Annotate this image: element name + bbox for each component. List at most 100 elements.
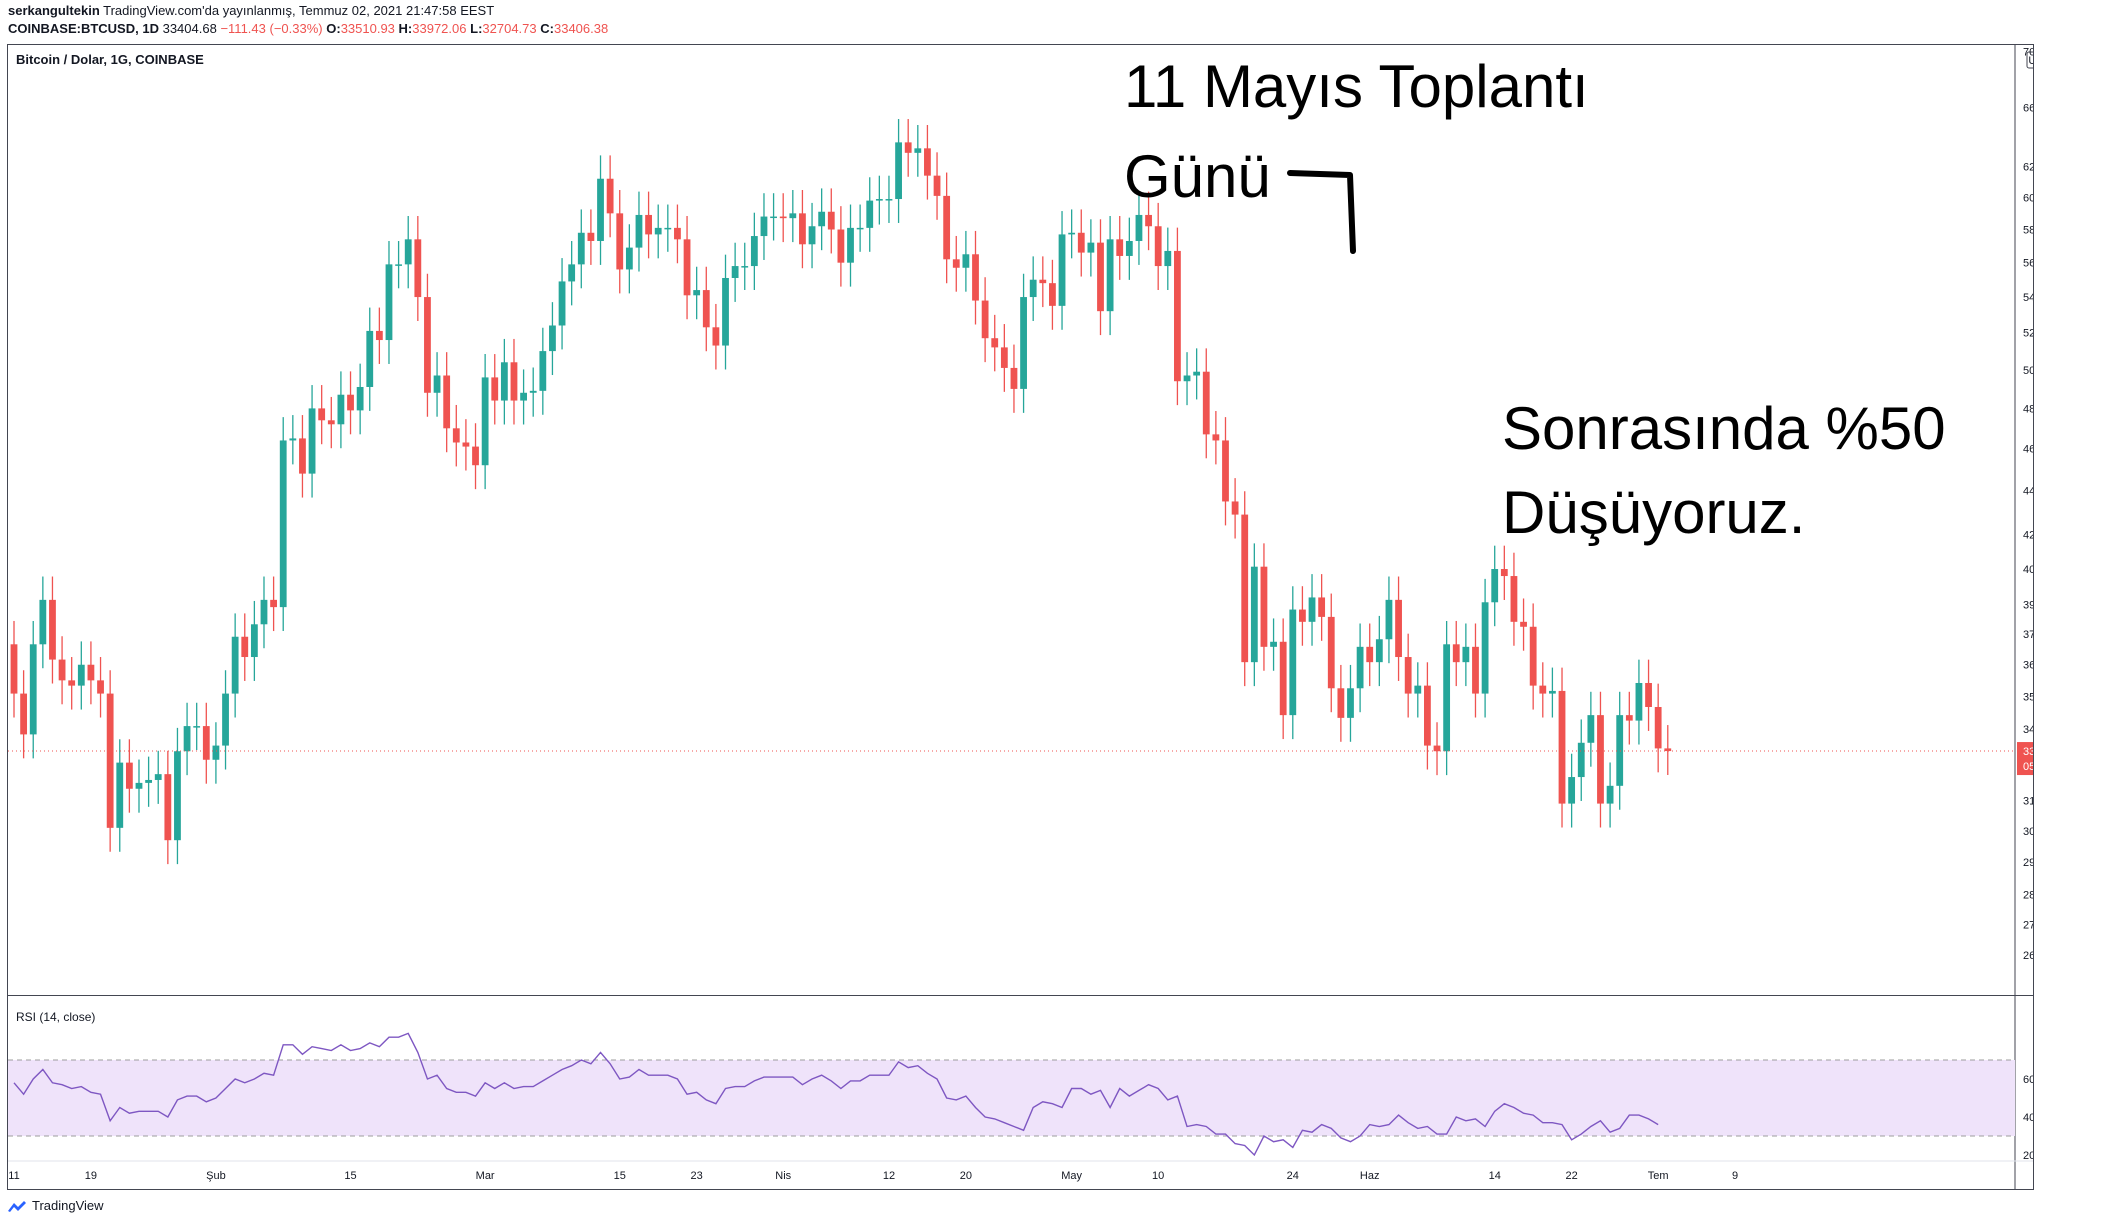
candle-body [395, 264, 402, 266]
candle-body [231, 636, 239, 694]
candle-body [702, 290, 710, 328]
candle-body [1404, 657, 1412, 694]
candle-body [558, 281, 566, 326]
candle-body [1539, 685, 1547, 694]
candle-body [1625, 715, 1633, 721]
candle-body [318, 408, 326, 421]
candle-body [1145, 214, 1152, 227]
candle-body [645, 214, 652, 235]
symbol-label: COINBASE:BTCUSD, 1D [8, 21, 159, 36]
rsi-tick-label: 60.00 [2023, 1074, 2033, 1086]
candle-body [1472, 646, 1479, 694]
candle-body [1193, 371, 1201, 376]
candle-body [1606, 785, 1614, 804]
candle-body [616, 213, 624, 270]
currency-box [2026, 51, 2033, 69]
time-tick-label: 20 [960, 1170, 972, 1182]
candle-body [212, 745, 220, 760]
candle-body [452, 428, 460, 443]
candle-body [1154, 226, 1162, 267]
candle-body [827, 211, 835, 230]
candle-body [1174, 250, 1181, 382]
candle-body [885, 199, 893, 201]
candle-body [68, 680, 76, 686]
candle-body [414, 239, 422, 298]
candle-body [154, 774, 162, 780]
price-tick-label: 40500.00 [2023, 564, 2033, 576]
candle-body [1481, 602, 1489, 694]
candle-body [347, 394, 354, 411]
annotation-meeting-arrow [1287, 170, 1356, 254]
candle-body [1116, 239, 1124, 256]
time-tick-label: 24 [1287, 1170, 1299, 1182]
candle-body [356, 386, 364, 411]
time-tick-label: 15 [344, 1170, 356, 1182]
publisher-info: TradingView.com'da yayınlanmış, Temmuz 0… [99, 3, 495, 18]
candle-body [375, 330, 383, 341]
candle-body [193, 726, 201, 728]
candle-body [462, 442, 470, 447]
candle-body [1241, 514, 1249, 663]
price-tick-label: 50000.00 [2023, 365, 2033, 377]
candle-body [847, 227, 854, 263]
price-tick-label: 37800.00 [2023, 629, 2033, 641]
candle-body [539, 351, 547, 391]
candle-body [97, 680, 104, 694]
candle-body [164, 774, 172, 841]
candle-body [174, 751, 181, 841]
candle-body [481, 377, 489, 466]
candle-body [1645, 682, 1652, 707]
countdown-label: 05:12:04 [2023, 761, 2033, 773]
candle-body [366, 330, 374, 387]
candle-body [587, 232, 595, 241]
price-tick-label: 62000.00 [2023, 161, 2033, 173]
candle-body [664, 227, 672, 230]
rsi-line [13, 1032, 1659, 1157]
candle-body [77, 664, 85, 686]
low-label: L: [470, 21, 483, 36]
candle-body [10, 644, 18, 694]
candlestick-chart[interactable]: Bitcoin / Dolar, 1G, COINBASE USD70000.00… [8, 45, 2033, 1189]
candle-body [1577, 742, 1585, 778]
time-tick-label: Şub [206, 1170, 226, 1182]
price-tick-label: 36600.00 [2023, 660, 2033, 672]
candle-body [1597, 715, 1604, 804]
tradingview-footer[interactable]: TradingView [6, 1198, 104, 1213]
chart-frame[interactable]: Bitcoin / Dolar, 1G, COINBASE USD70000.00… [7, 44, 2034, 1190]
candle-body [799, 213, 806, 245]
candle-body [49, 599, 56, 660]
candle-body [933, 175, 941, 196]
price-tick-label: 42000.00 [2023, 530, 2033, 542]
candle-body [1414, 685, 1422, 694]
candle-body [145, 779, 153, 783]
candle-body [549, 325, 556, 352]
candle-body [750, 236, 758, 267]
rsi-band [8, 1060, 2015, 1136]
publisher-user[interactable]: serkangultekin [8, 3, 100, 18]
candle-body [327, 420, 335, 425]
candle-body [837, 229, 845, 263]
price-tick-label: 58000.00 [2023, 225, 2033, 237]
high-value: 33972.06 [412, 21, 467, 36]
candle-body [1337, 688, 1345, 718]
candle-body [635, 214, 643, 248]
candle-body [1452, 644, 1460, 663]
candle-body [597, 178, 604, 241]
low-value: 32704.73 [482, 21, 537, 36]
candle-body [29, 644, 37, 735]
rsi-tick-label: 40.00 [2023, 1112, 2033, 1124]
price-tick-label: 52000.00 [2023, 328, 2033, 340]
candle-body [1231, 501, 1239, 515]
candle-body [1087, 242, 1095, 253]
candle-body [1395, 599, 1402, 658]
candle-body [510, 362, 518, 401]
candle-body [1347, 688, 1354, 718]
candle-body [568, 264, 576, 282]
candle-body [202, 726, 210, 760]
candle-body [500, 362, 508, 401]
candle-body [39, 599, 47, 645]
candle-body [1260, 566, 1268, 647]
candle-body [1308, 597, 1316, 622]
candle-body [683, 239, 691, 296]
candle-body [1500, 569, 1508, 577]
